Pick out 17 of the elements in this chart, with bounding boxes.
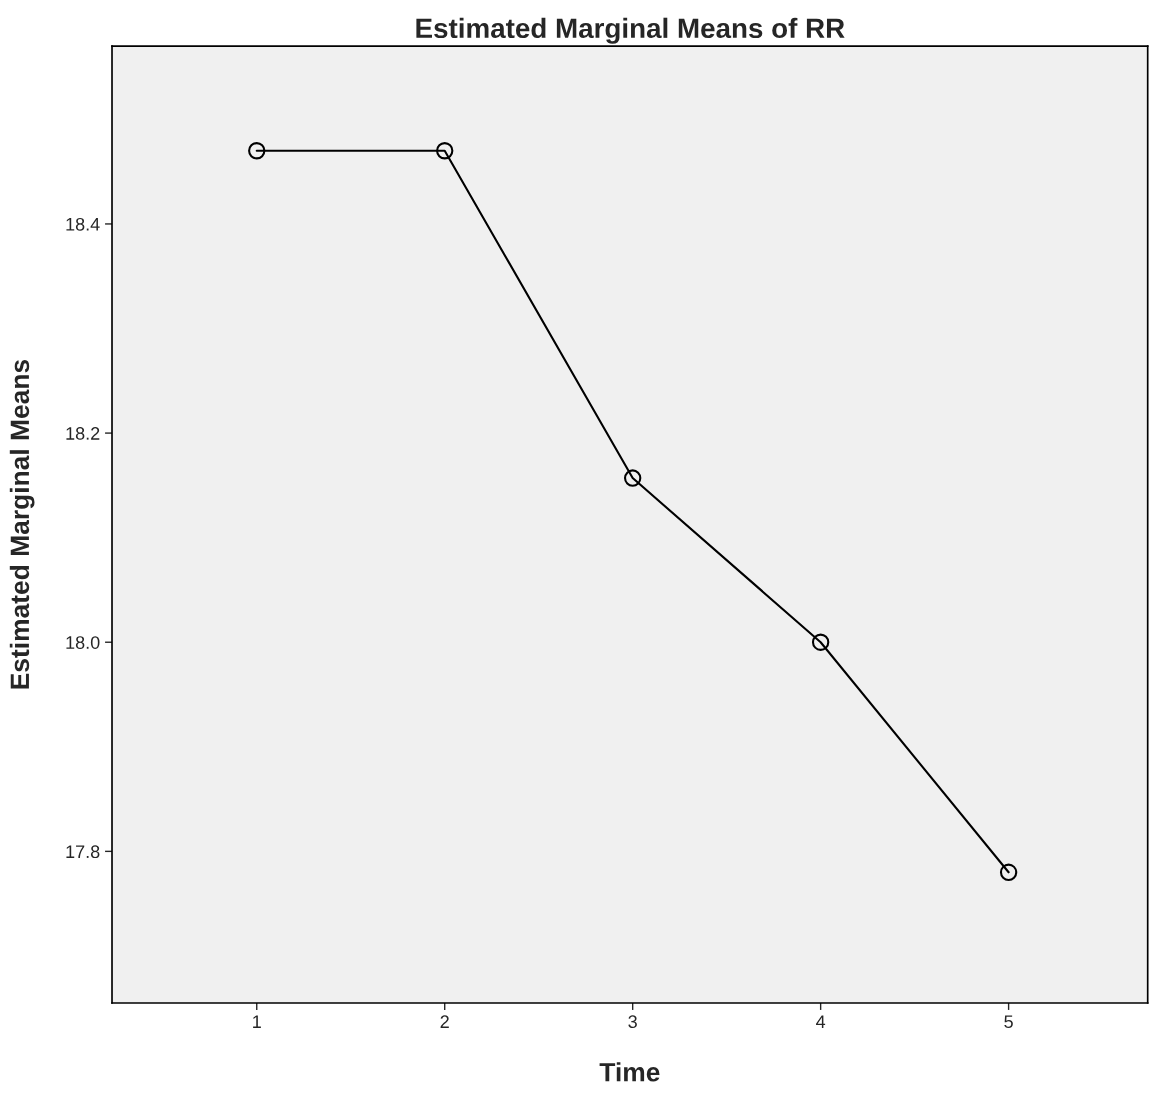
point — [436, 142, 454, 160]
point — [811, 633, 830, 651]
y-tick-label: 18.4 — [66, 217, 100, 231]
point — [248, 142, 266, 160]
x-tick-label: 3 — [628, 1015, 637, 1029]
x-tick-label: 2 — [440, 1015, 449, 1028]
y-tick-label: 18.0 — [66, 636, 100, 649]
chart-title: Estimated Marginal Means of RR — [416, 17, 845, 44]
y-axis-title: Estimated Marginal Means — [9, 359, 35, 689]
x-tick-label: 5 — [1004, 1015, 1013, 1029]
y-tick-label: 17.8 — [66, 845, 100, 859]
x-axis-title: Time — [599, 1062, 660, 1082]
x-tick-label: 4 — [816, 1015, 826, 1028]
point — [624, 469, 642, 487]
point — [999, 863, 1018, 881]
y-tick-label: 18.2 — [66, 427, 100, 440]
x-tick-label: 1 — [253, 1015, 261, 1028]
